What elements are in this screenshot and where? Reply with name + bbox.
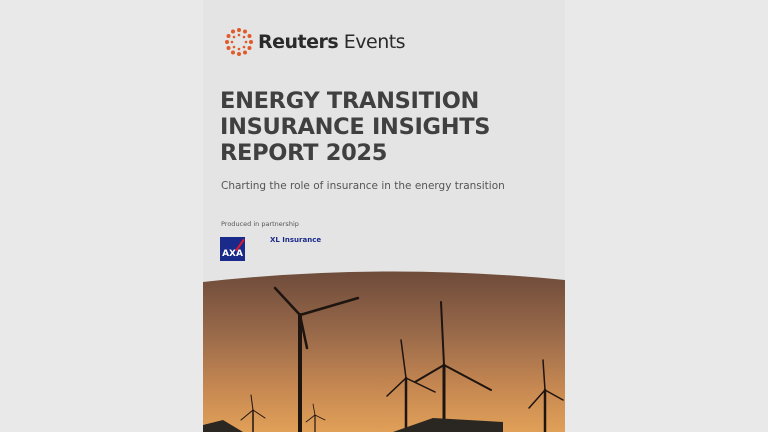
axa-logo: AXA bbox=[220, 237, 245, 261]
partnership-label: Produced in partnership bbox=[221, 220, 299, 228]
reuters-events-logo: Reuters Events bbox=[224, 27, 406, 57]
reuters-dots-icon bbox=[225, 28, 253, 56]
xl-insurance-logo: XL Insurance bbox=[270, 236, 322, 244]
title-line: INSURANCE INSIGHTS bbox=[220, 114, 491, 140]
report-cover: Reuters Events ENERGY TRANSITION INSURAN… bbox=[203, 0, 565, 432]
axa-logo-text: AXA bbox=[222, 249, 243, 259]
logo-text-reuters: Reuters bbox=[258, 31, 339, 53]
logo-text-events: Events bbox=[343, 31, 406, 53]
title-line: REPORT 2025 bbox=[220, 140, 388, 166]
report-subtitle: Charting the role of insurance in the en… bbox=[221, 180, 505, 192]
report-title: ENERGY TRANSITION INSURANCE INSIGHTS REP… bbox=[220, 88, 491, 166]
title-line: ENERGY TRANSITION bbox=[220, 88, 480, 114]
wind-turbines-image bbox=[203, 271, 565, 432]
